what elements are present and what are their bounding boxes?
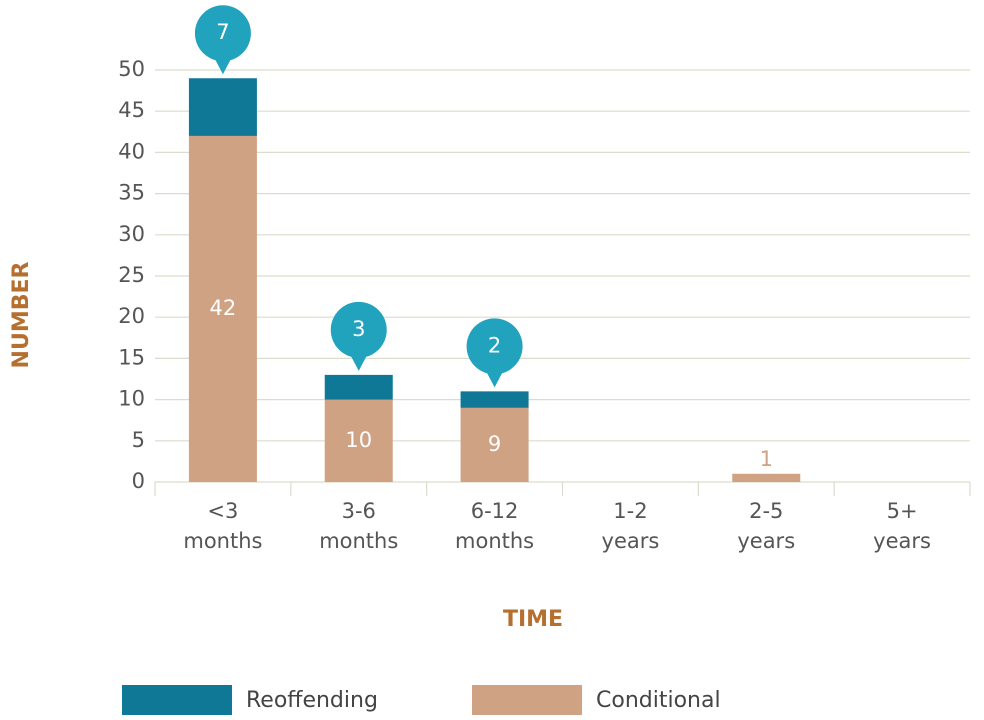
y-tick-label: 20 <box>118 304 145 328</box>
data-label: 2 <box>488 333 501 357</box>
x-tick-label: 5+ years <box>873 499 931 553</box>
legend-label: Conditional <box>596 688 721 713</box>
y-tick-label: 50 <box>118 57 145 81</box>
x-tick-label: 6-12 months <box>455 499 534 553</box>
x-tick-label: 2-5 years <box>737 499 795 553</box>
bar-segment <box>460 407 529 482</box>
bar-segment <box>460 391 529 408</box>
y-tick-label: 30 <box>118 222 145 246</box>
legend-swatch <box>122 685 232 715</box>
y-tick-label: 35 <box>118 181 145 205</box>
bar-segment <box>324 374 393 400</box>
x-tick-label: <3 months <box>183 499 262 553</box>
bar-segment <box>324 399 393 482</box>
bubble <box>194 5 251 62</box>
y-tick-label: 10 <box>118 387 145 411</box>
bubble <box>466 318 523 375</box>
x-tick-label: 3-6 months <box>319 499 398 553</box>
y-tick-label: 25 <box>118 263 145 287</box>
data-label: 1 <box>760 447 773 471</box>
bar-segment <box>188 78 257 136</box>
data-label: 3 <box>352 317 365 341</box>
bubble <box>330 301 387 358</box>
y-tick-label: 45 <box>118 98 145 122</box>
bar-segment <box>188 135 257 483</box>
data-label: 42 <box>210 296 237 320</box>
y-tick-label: 0 <box>132 469 145 493</box>
data-label: 9 <box>488 432 501 456</box>
x-axis-title: TIME <box>503 607 563 632</box>
x-tick-label: 1-2 years <box>602 499 660 553</box>
y-axis-title: NUMBER <box>9 261 34 368</box>
legend-label: Reoffending <box>246 688 378 713</box>
y-tick-label: 15 <box>118 345 145 369</box>
data-label: 10 <box>345 428 372 452</box>
y-tick-label: 5 <box>132 428 145 452</box>
legend-swatch <box>472 685 582 715</box>
bar-segment <box>732 473 801 482</box>
y-tick-label: 40 <box>118 139 145 163</box>
data-label: 7 <box>216 20 229 44</box>
